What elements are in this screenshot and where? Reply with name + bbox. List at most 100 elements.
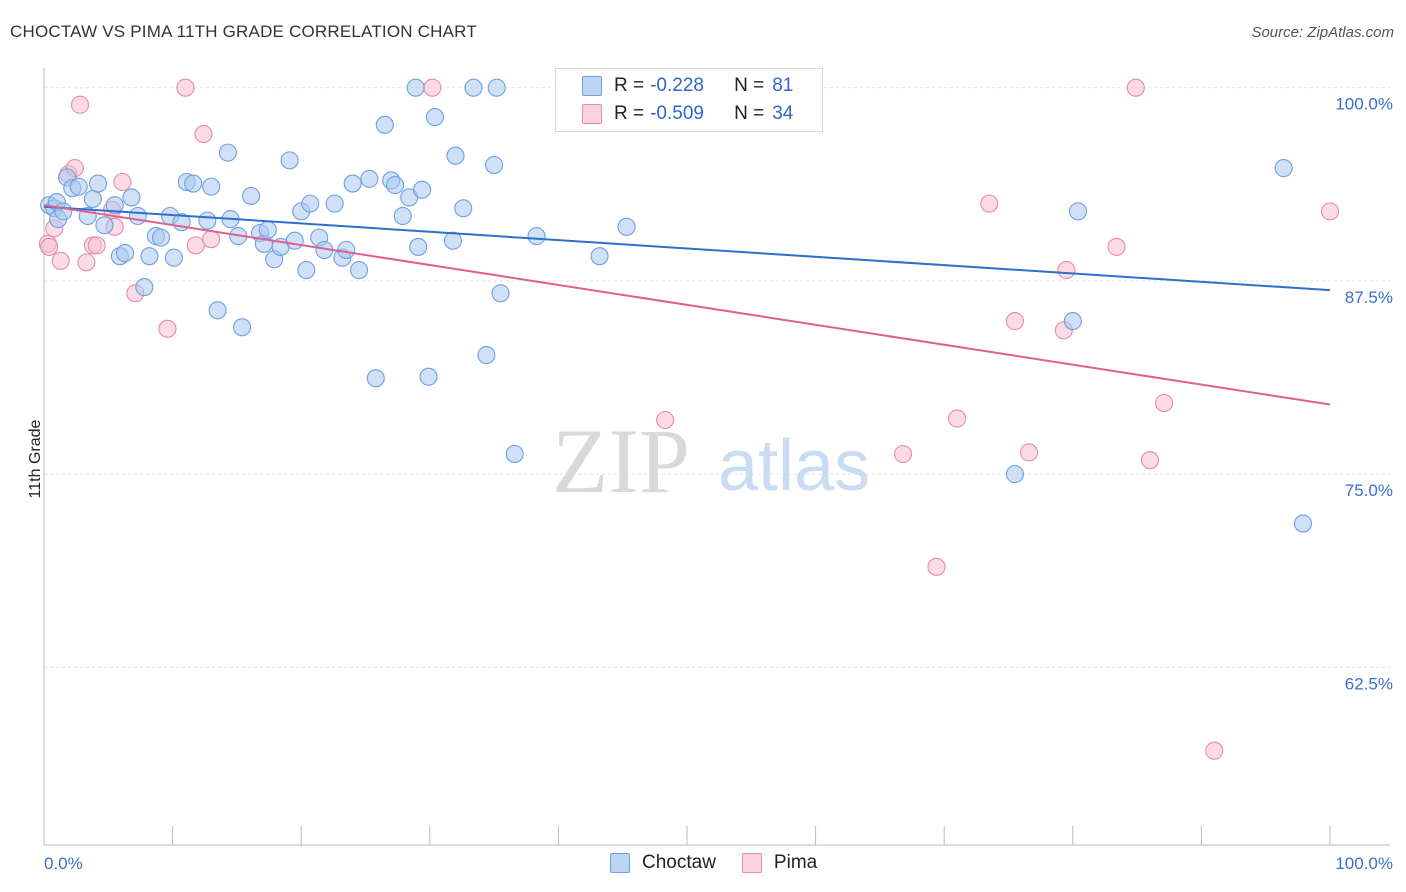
pima-point bbox=[202, 230, 221, 249]
y-tick-label: 100.0% bbox=[1335, 95, 1393, 114]
pima-legend-swatch bbox=[741, 853, 762, 873]
choctaw-point bbox=[464, 78, 483, 97]
choctaw-point bbox=[386, 176, 405, 195]
choctaw-point bbox=[443, 231, 462, 250]
choctaw-swatch bbox=[582, 76, 602, 96]
choctaw-point bbox=[232, 318, 252, 337]
choctaw-point bbox=[406, 78, 425, 97]
pima-point bbox=[70, 95, 90, 114]
choctaw-point bbox=[280, 151, 299, 170]
pima-point bbox=[1155, 393, 1174, 413]
choctaw-point bbox=[184, 174, 203, 193]
trend-lines bbox=[43, 204, 1331, 406]
choctaw-point bbox=[301, 194, 320, 213]
choctaw-legend-swatch bbox=[610, 853, 630, 873]
pima-point bbox=[158, 319, 177, 338]
choctaw-point bbox=[140, 247, 159, 266]
choctaw-point bbox=[241, 186, 261, 205]
choctaw-point bbox=[446, 146, 465, 165]
legend-item-choctaw[interactable]: Choctaw bbox=[610, 852, 716, 874]
choctaw-point bbox=[54, 202, 73, 221]
n-value-pima: 34 bbox=[772, 103, 794, 124]
legend-item-pima[interactable]: Pima bbox=[741, 852, 818, 874]
y-tick-label: 62.5% bbox=[1345, 674, 1393, 693]
pima-point bbox=[186, 236, 205, 255]
choctaw-point bbox=[343, 174, 362, 193]
pima-point bbox=[656, 410, 675, 430]
choctaw-point bbox=[477, 346, 496, 365]
choctaw-point bbox=[128, 206, 147, 226]
choctaw-point bbox=[202, 177, 221, 196]
choctaw-point bbox=[454, 199, 473, 218]
legend-row-choctaw: R = -0.228 N = 81 bbox=[556, 73, 793, 99]
choctaw-point bbox=[419, 367, 438, 386]
pima-point bbox=[893, 444, 913, 464]
pima-point bbox=[927, 557, 946, 576]
choctaw-point bbox=[491, 284, 510, 303]
choctaw-point bbox=[1274, 159, 1293, 178]
choctaw-point bbox=[258, 220, 277, 239]
choctaw-legend-label: Choctaw bbox=[642, 852, 716, 873]
r-label: R = bbox=[614, 75, 645, 96]
choctaw-point bbox=[88, 174, 108, 193]
stats-legend: R = -0.228 N = 81 R = -0.509 N = 34 bbox=[555, 68, 823, 132]
choctaw-point bbox=[360, 169, 379, 188]
pima-point bbox=[1020, 443, 1039, 462]
choctaw-point bbox=[1293, 514, 1313, 533]
pima-point bbox=[1107, 237, 1126, 256]
choctaw-point bbox=[218, 143, 237, 162]
n-label: N = bbox=[734, 103, 765, 124]
pima-point bbox=[113, 172, 132, 192]
choctaw-point bbox=[1063, 312, 1082, 331]
choctaw-point bbox=[208, 301, 227, 320]
choctaw-point bbox=[105, 196, 124, 215]
choctaw-point bbox=[485, 155, 504, 175]
source-label: Source: ZipAtlas.com bbox=[1251, 24, 1394, 41]
choctaw-point bbox=[527, 227, 546, 246]
pima-legend-label: Pima bbox=[773, 852, 818, 873]
choctaw-point bbox=[69, 177, 88, 196]
choctaw-point bbox=[198, 211, 217, 230]
choctaw-point bbox=[83, 189, 102, 209]
legend-row-pima: R = -0.509 N = 34 bbox=[556, 101, 793, 127]
y-tick-label: 75.0% bbox=[1345, 481, 1393, 500]
pima-point bbox=[87, 236, 106, 255]
pima-point bbox=[1005, 312, 1024, 331]
r-value-pima: -0.509 bbox=[650, 103, 704, 124]
pima-point bbox=[51, 251, 70, 270]
pima-point bbox=[40, 237, 59, 256]
pima-point bbox=[980, 194, 999, 213]
choctaw-point bbox=[151, 228, 171, 247]
choctaw-point bbox=[350, 261, 369, 280]
r-label: R = bbox=[614, 103, 645, 124]
pima-point bbox=[1126, 78, 1145, 97]
pima-point bbox=[1140, 451, 1160, 470]
choctaw-point bbox=[1005, 465, 1024, 484]
pima-point bbox=[1320, 202, 1340, 221]
pima-point bbox=[948, 409, 967, 428]
pima-trend-line bbox=[43, 204, 1331, 406]
choctaw-point bbox=[413, 180, 432, 199]
pima-point bbox=[176, 78, 195, 97]
n-label: N = bbox=[734, 75, 765, 96]
gridlines bbox=[44, 87, 1390, 668]
tick-labels: 100.0% 87.5% 75.0% 62.5% 0.0% 100.0% bbox=[44, 95, 1393, 873]
choctaw-point bbox=[375, 115, 394, 134]
pima-point bbox=[1205, 741, 1224, 760]
choctaw-point bbox=[425, 108, 444, 127]
choctaw-point bbox=[122, 188, 141, 207]
choctaw-point bbox=[285, 231, 304, 250]
x-tick-label: 0.0% bbox=[44, 854, 83, 873]
chart-title: CHOCTAW VS PIMA 11TH GRADE CORRELATION C… bbox=[10, 22, 477, 41]
choctaw-point bbox=[115, 244, 135, 263]
pima-points bbox=[38, 78, 1340, 760]
pima-point bbox=[194, 125, 213, 144]
n-value-choctaw: 81 bbox=[772, 75, 794, 96]
choctaw-point bbox=[337, 240, 356, 260]
r-value-choctaw: -0.228 bbox=[650, 75, 704, 96]
pima-point bbox=[77, 253, 96, 272]
choctaw-point bbox=[505, 444, 524, 464]
choctaw-point bbox=[617, 217, 636, 236]
choctaw-point bbox=[135, 278, 154, 297]
